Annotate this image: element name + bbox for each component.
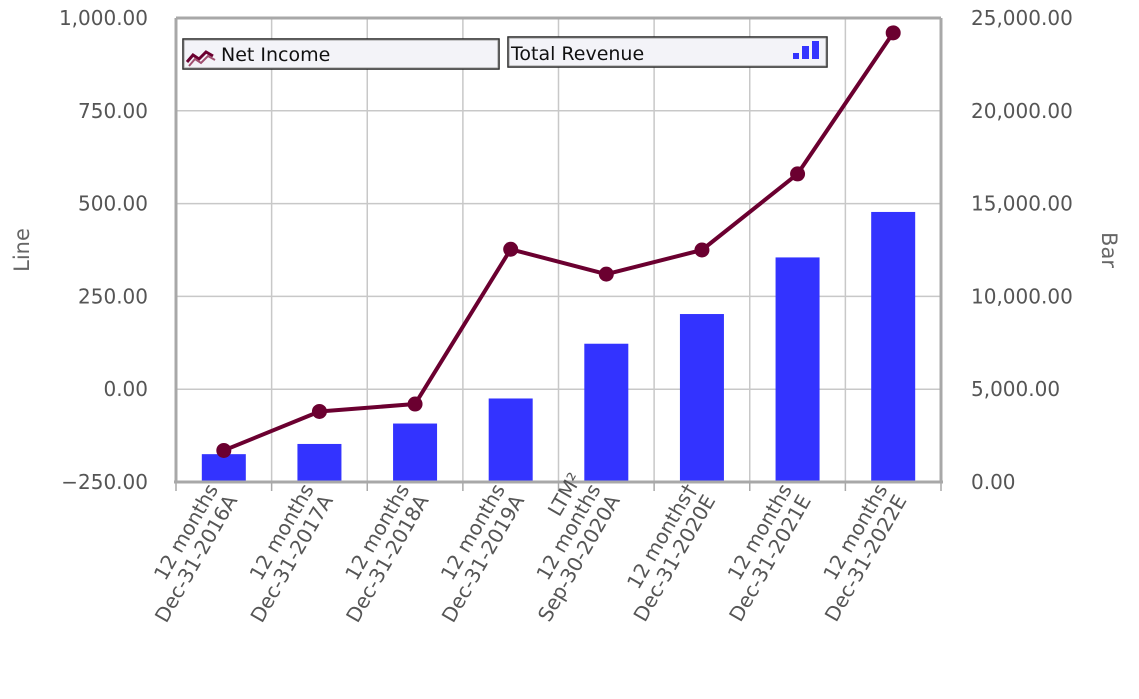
point-net-income (885, 25, 901, 41)
bars (201, 211, 916, 482)
left-tick-label: 1,000.00 (59, 6, 148, 30)
line-net-income (223, 31, 895, 453)
legend-total-revenue[interactable]: Total Revenue (507, 36, 828, 68)
left-tick-label: 0.00 (103, 377, 148, 401)
left-axis-title: Line (10, 228, 34, 272)
legend-label-total-revenue: Total Revenue (510, 43, 644, 65)
right-tick-label: 10,000.00 (971, 284, 1073, 308)
bar-total-revenue (584, 343, 629, 482)
category-label: 12 monthsDec-31-2018A (322, 479, 434, 626)
right-tick-label: 25,000.00 (971, 6, 1073, 30)
bar-total-revenue (393, 423, 438, 482)
right-tick-label: 15,000.00 (971, 192, 1073, 216)
category-label: 12 monthsDec-31-2019A (418, 479, 530, 626)
line-series (216, 25, 901, 458)
plot-frame (174, 16, 943, 491)
grid (176, 18, 941, 482)
category-label: 12 monthsDec-31-2017A (226, 479, 338, 626)
category-label: 12 months†Dec-31-2020E (609, 480, 720, 626)
right-axis-ticks: 25,000.00 20,000.00 15,000.00 10,000.00 5,00… (971, 6, 1073, 494)
left-axis-ticks: 1,000.00 750.00 500.00 250.00 0.00 −250.00 (59, 6, 148, 494)
category-label: 12 monthsDec-31-2022E (801, 480, 912, 626)
right-tick-label: 5,000.00 (971, 377, 1060, 401)
legend-net-income[interactable]: Net Income (182, 38, 500, 70)
legend-label-net-income: Net Income (221, 44, 330, 66)
category-labels: 12 monthsDec-31-2016A 12 monthsDec-31-201… (131, 468, 912, 627)
right-axis-title: Bar (1097, 232, 1121, 268)
point-net-income (407, 396, 423, 412)
category-label: 12 monthsDec-31-2016A (131, 479, 243, 626)
right-tick-label: 20,000.00 (971, 99, 1073, 123)
left-tick-label: −250.00 (61, 470, 148, 494)
bar-total-revenue (871, 211, 916, 482)
line-chart-icon (185, 50, 216, 67)
left-tick-label: 750.00 (78, 99, 148, 123)
left-tick-label: 250.00 (78, 284, 148, 308)
bar-total-revenue (297, 443, 342, 482)
point-net-income (503, 241, 519, 257)
left-tick-label: 500.00 (78, 192, 148, 216)
bar-total-revenue (775, 257, 820, 482)
bar-total-revenue (201, 454, 246, 482)
category-label: 12 monthsDec-31-2021E (705, 480, 816, 626)
bar-total-revenue (488, 398, 533, 482)
point-net-income (694, 242, 710, 258)
point-net-income (216, 442, 232, 458)
point-net-income (790, 166, 806, 182)
category-label: LTM²12 monthsSep-30-2020A (495, 468, 625, 625)
bar-total-revenue (679, 314, 724, 482)
right-tick-label: 0.00 (971, 470, 1016, 494)
point-net-income (311, 403, 327, 419)
bar-chart-icon (793, 41, 819, 59)
point-net-income (598, 266, 614, 282)
